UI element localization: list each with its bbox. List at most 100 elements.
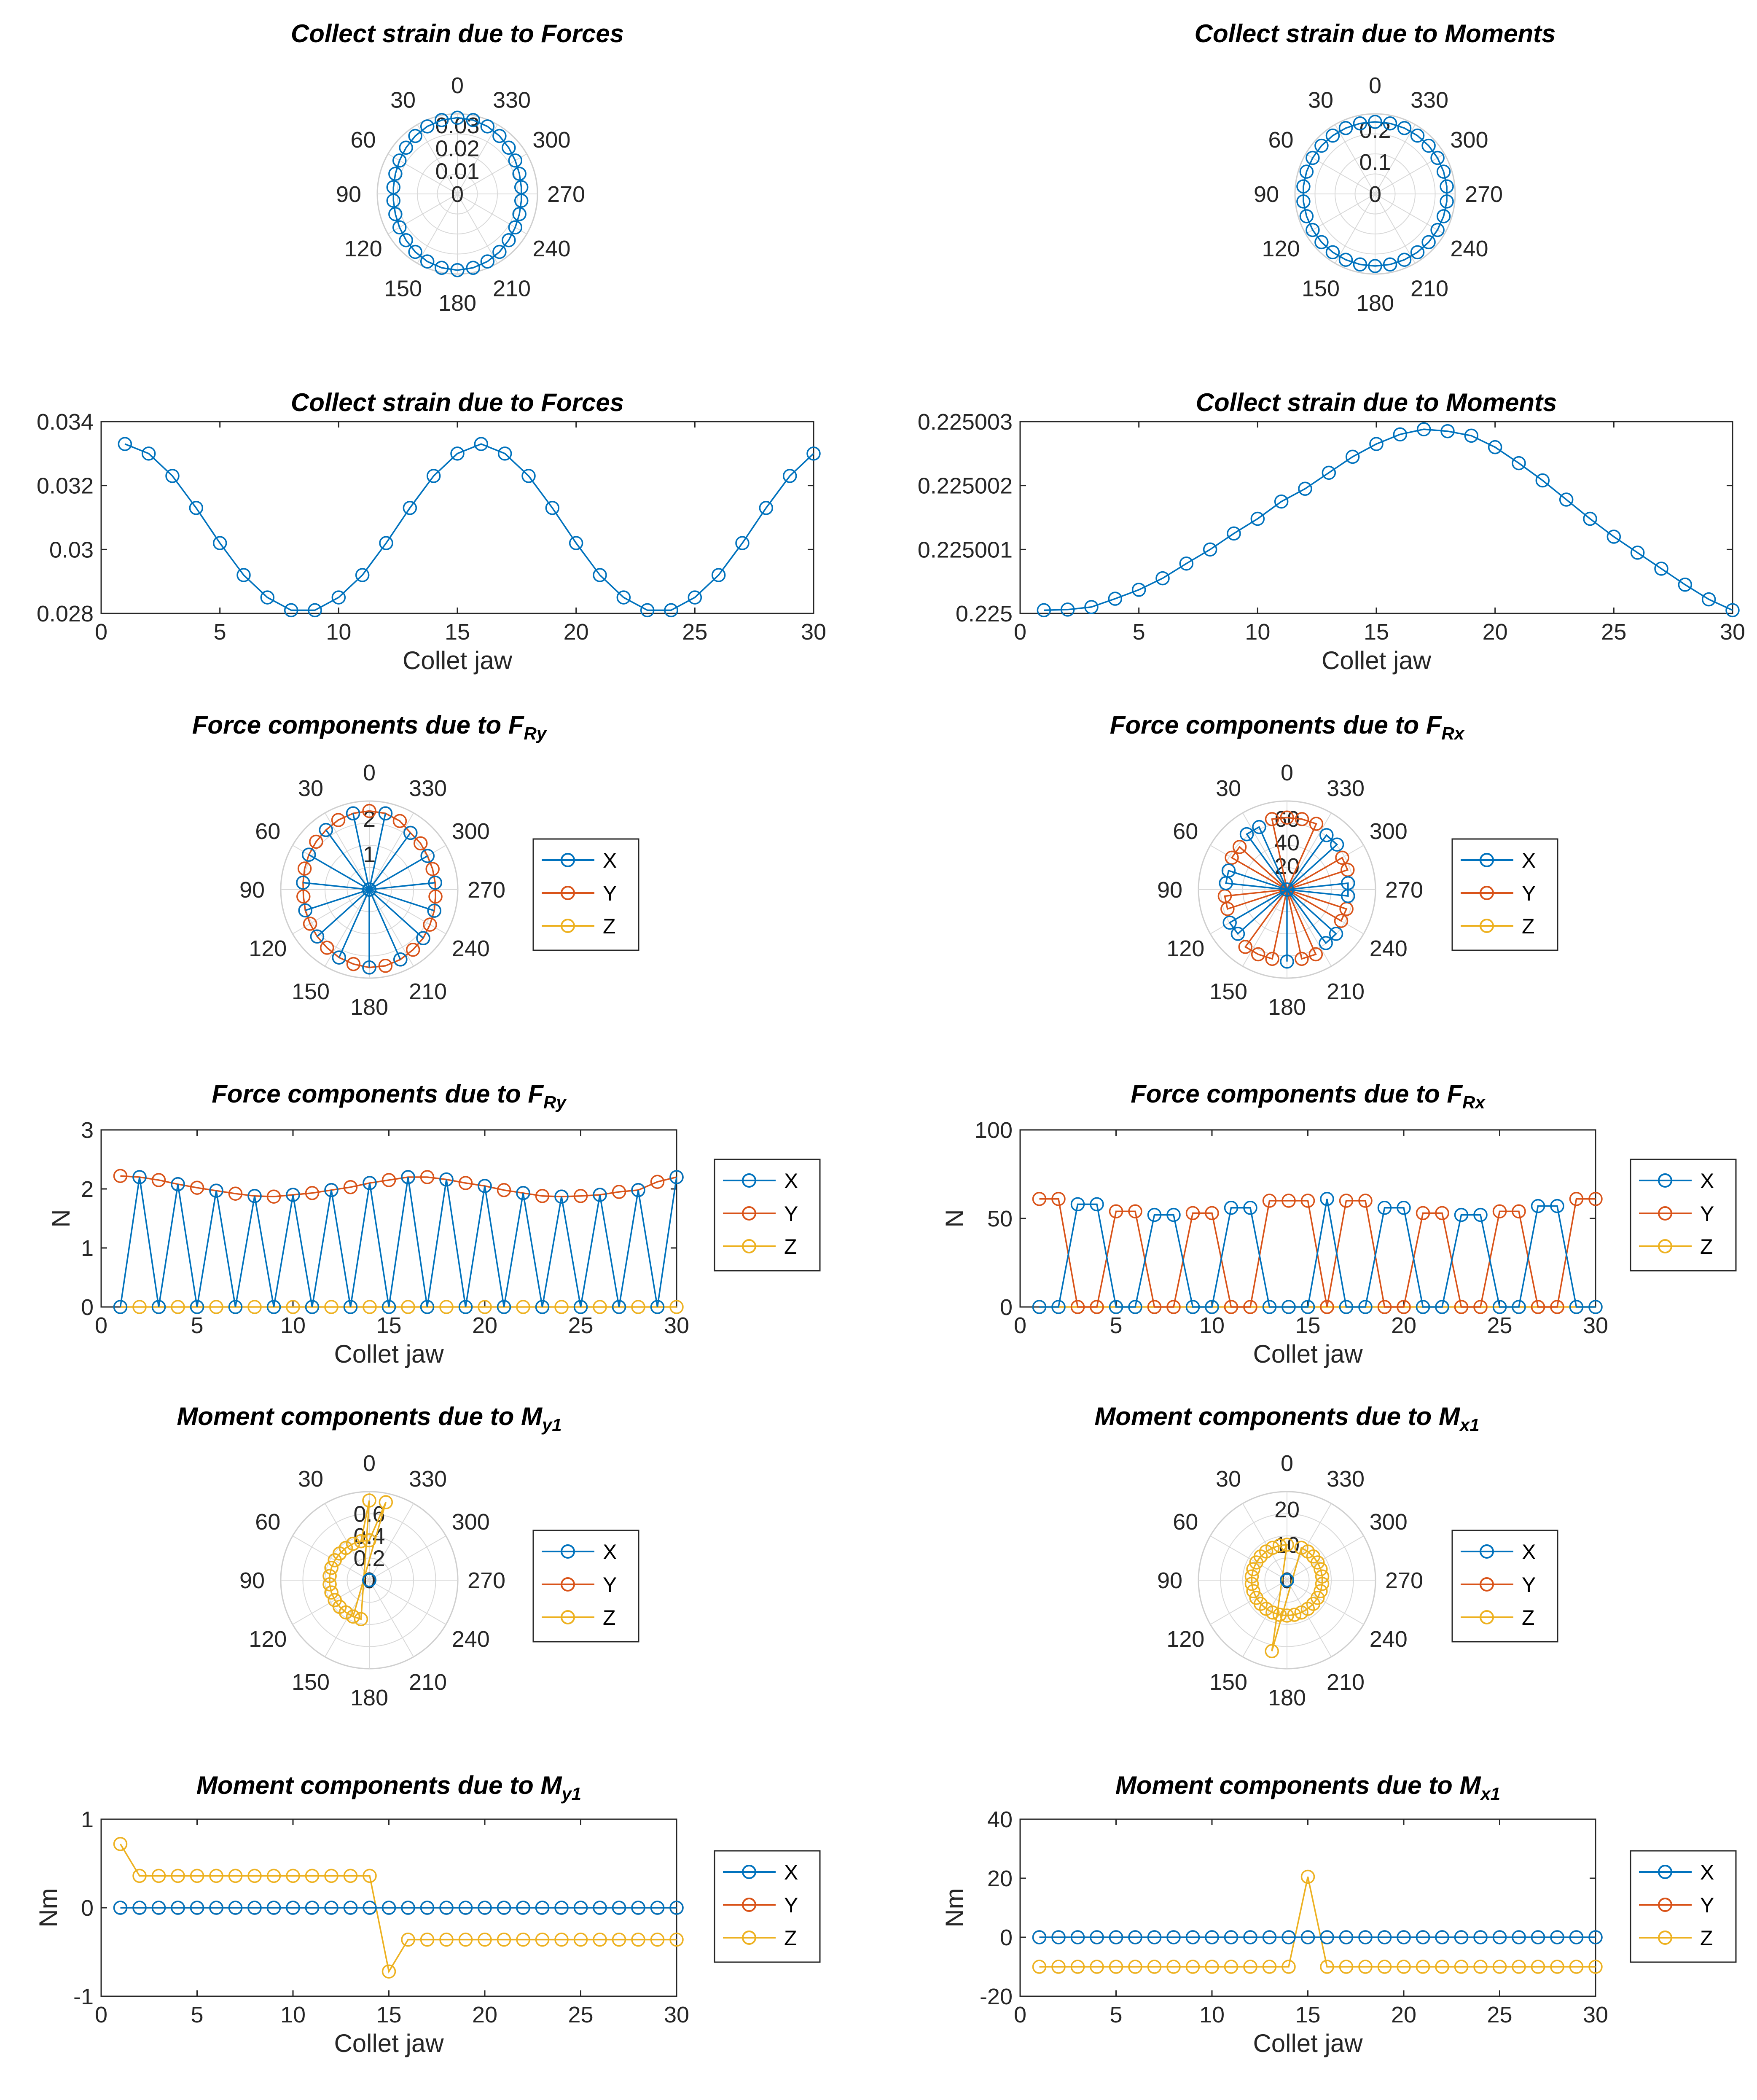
theta-tick-label: 210 bbox=[409, 1670, 447, 1695]
data-point bbox=[1368, 115, 1382, 129]
data-point bbox=[1410, 128, 1425, 143]
legend-label: X bbox=[1700, 1169, 1714, 1193]
theta-tick-label: 240 bbox=[452, 936, 490, 961]
legend-item-y[interactable]: Y bbox=[723, 1893, 798, 1917]
legend-item-x[interactable]: X bbox=[1639, 1169, 1714, 1193]
data-point bbox=[466, 261, 480, 275]
legend-label: X bbox=[784, 1861, 798, 1884]
data-point bbox=[1281, 1300, 1296, 1314]
data-point bbox=[1454, 1930, 1469, 1944]
x-tick-label: 10 bbox=[280, 1313, 306, 1338]
legend-item-x[interactable]: X bbox=[542, 1540, 617, 1564]
data-point bbox=[650, 1901, 665, 1915]
theta-tick-label: 300 bbox=[1370, 1509, 1408, 1535]
legend-label: X bbox=[784, 1169, 798, 1193]
data-point bbox=[343, 1901, 358, 1915]
legend-item-y[interactable]: Y bbox=[1461, 1573, 1536, 1597]
legend-item-x[interactable]: X bbox=[723, 1861, 798, 1884]
data-point bbox=[1512, 1300, 1526, 1314]
legend-item-z[interactable]: Z bbox=[1461, 1606, 1535, 1629]
data-point bbox=[1630, 546, 1645, 560]
data-point bbox=[1531, 1930, 1545, 1944]
data-point bbox=[1512, 1930, 1526, 1944]
legend-item-x[interactable]: X bbox=[1461, 849, 1536, 872]
theta-tick-label: 30 bbox=[298, 1466, 323, 1492]
y-tick-label: 40 bbox=[987, 1807, 1013, 1832]
data-point bbox=[1280, 810, 1294, 825]
data-point bbox=[593, 1300, 607, 1314]
legend-item-z[interactable]: Z bbox=[1461, 914, 1535, 938]
data-point bbox=[1654, 562, 1668, 576]
data-point bbox=[480, 254, 495, 269]
legend: XYZ bbox=[1630, 1159, 1737, 1272]
theta-tick-label: 240 bbox=[1370, 1627, 1408, 1652]
data-point bbox=[413, 836, 428, 851]
legend-item-y[interactable]: Y bbox=[1639, 1202, 1714, 1226]
data-point bbox=[209, 1901, 223, 1915]
data-point bbox=[1512, 456, 1526, 471]
data-point bbox=[1397, 1930, 1411, 1944]
theta-tick-label: 0 bbox=[1281, 1451, 1293, 1476]
legend-label: Z bbox=[1700, 1235, 1713, 1258]
data-point bbox=[1224, 1300, 1238, 1314]
polar-spoke bbox=[1375, 153, 1445, 194]
data-point bbox=[420, 254, 435, 269]
legend-item-y[interactable]: Y bbox=[723, 1202, 798, 1226]
x-tick-label: 20 bbox=[564, 619, 589, 645]
data-point bbox=[379, 536, 393, 550]
chart-title: Moment components due to Mx1 bbox=[1094, 1402, 1479, 1435]
theta-tick-label: 300 bbox=[452, 819, 490, 844]
chart-title-subscript: x1 bbox=[1459, 1415, 1480, 1435]
x-tick-label: 5 bbox=[191, 1313, 203, 1338]
x-tick-label: 5 bbox=[214, 619, 226, 645]
data-point bbox=[416, 931, 430, 945]
x-tick-label: 25 bbox=[1487, 2002, 1512, 2027]
data-point bbox=[1109, 1204, 1123, 1218]
legend-item-y[interactable]: Y bbox=[1461, 882, 1536, 905]
theta-tick-label: 150 bbox=[1209, 979, 1247, 1004]
plot-area bbox=[100, 421, 814, 614]
legend-item-x[interactable]: X bbox=[1461, 1540, 1536, 1564]
legend-item-z[interactable]: Z bbox=[542, 914, 616, 938]
polar-spoke bbox=[292, 1535, 370, 1581]
chart-title: Collect strain due to Forces bbox=[291, 19, 624, 48]
data-point bbox=[782, 469, 797, 483]
theta-tick-label: 270 bbox=[1465, 182, 1503, 207]
chart-title-main: Moment components due to M bbox=[1115, 1771, 1482, 1799]
legend-item-x[interactable]: X bbox=[723, 1169, 798, 1193]
legend-marker bbox=[1480, 853, 1494, 867]
chart-title-main: Force components due to F bbox=[1131, 1080, 1463, 1108]
data-point bbox=[1583, 511, 1597, 526]
data-point bbox=[1219, 876, 1233, 890]
data-point bbox=[1037, 603, 1051, 618]
data-point bbox=[612, 1932, 626, 1947]
legend-item-z[interactable]: Z bbox=[1639, 1235, 1713, 1258]
legend-item-y[interactable]: Y bbox=[542, 882, 617, 905]
data-point bbox=[305, 1901, 320, 1915]
legend-item-y[interactable]: Y bbox=[1639, 1893, 1714, 1917]
legend-item-x[interactable]: X bbox=[542, 849, 617, 872]
data-point bbox=[1377, 1930, 1392, 1944]
data-point bbox=[1436, 209, 1451, 223]
polar-spoke bbox=[1287, 1503, 1332, 1581]
r-tick-label: 0 bbox=[1369, 182, 1381, 207]
legend-item-z[interactable]: Z bbox=[1639, 1926, 1713, 1950]
data-point bbox=[247, 1901, 262, 1915]
theta-tick-label: 90 bbox=[239, 1568, 265, 1593]
legend-item-z[interactable]: Z bbox=[542, 1606, 616, 1629]
legend-box bbox=[714, 1850, 821, 1963]
legend-item-z[interactable]: Z bbox=[723, 1926, 797, 1950]
data-point bbox=[420, 1300, 435, 1314]
legend-item-x[interactable]: X bbox=[1639, 1861, 1714, 1884]
data-point bbox=[1051, 1192, 1066, 1206]
polar-spoke bbox=[1287, 1535, 1364, 1581]
data-point bbox=[420, 849, 435, 863]
theta-tick-label: 210 bbox=[1327, 1670, 1365, 1695]
polar-spoke bbox=[369, 889, 414, 967]
data-point bbox=[1397, 1201, 1411, 1215]
legend-item-z[interactable]: Z bbox=[723, 1235, 797, 1258]
legend-item-y[interactable]: Y bbox=[542, 1573, 617, 1597]
data-point bbox=[1421, 235, 1436, 250]
polar-spoke bbox=[369, 889, 446, 934]
data-point bbox=[401, 1901, 415, 1915]
